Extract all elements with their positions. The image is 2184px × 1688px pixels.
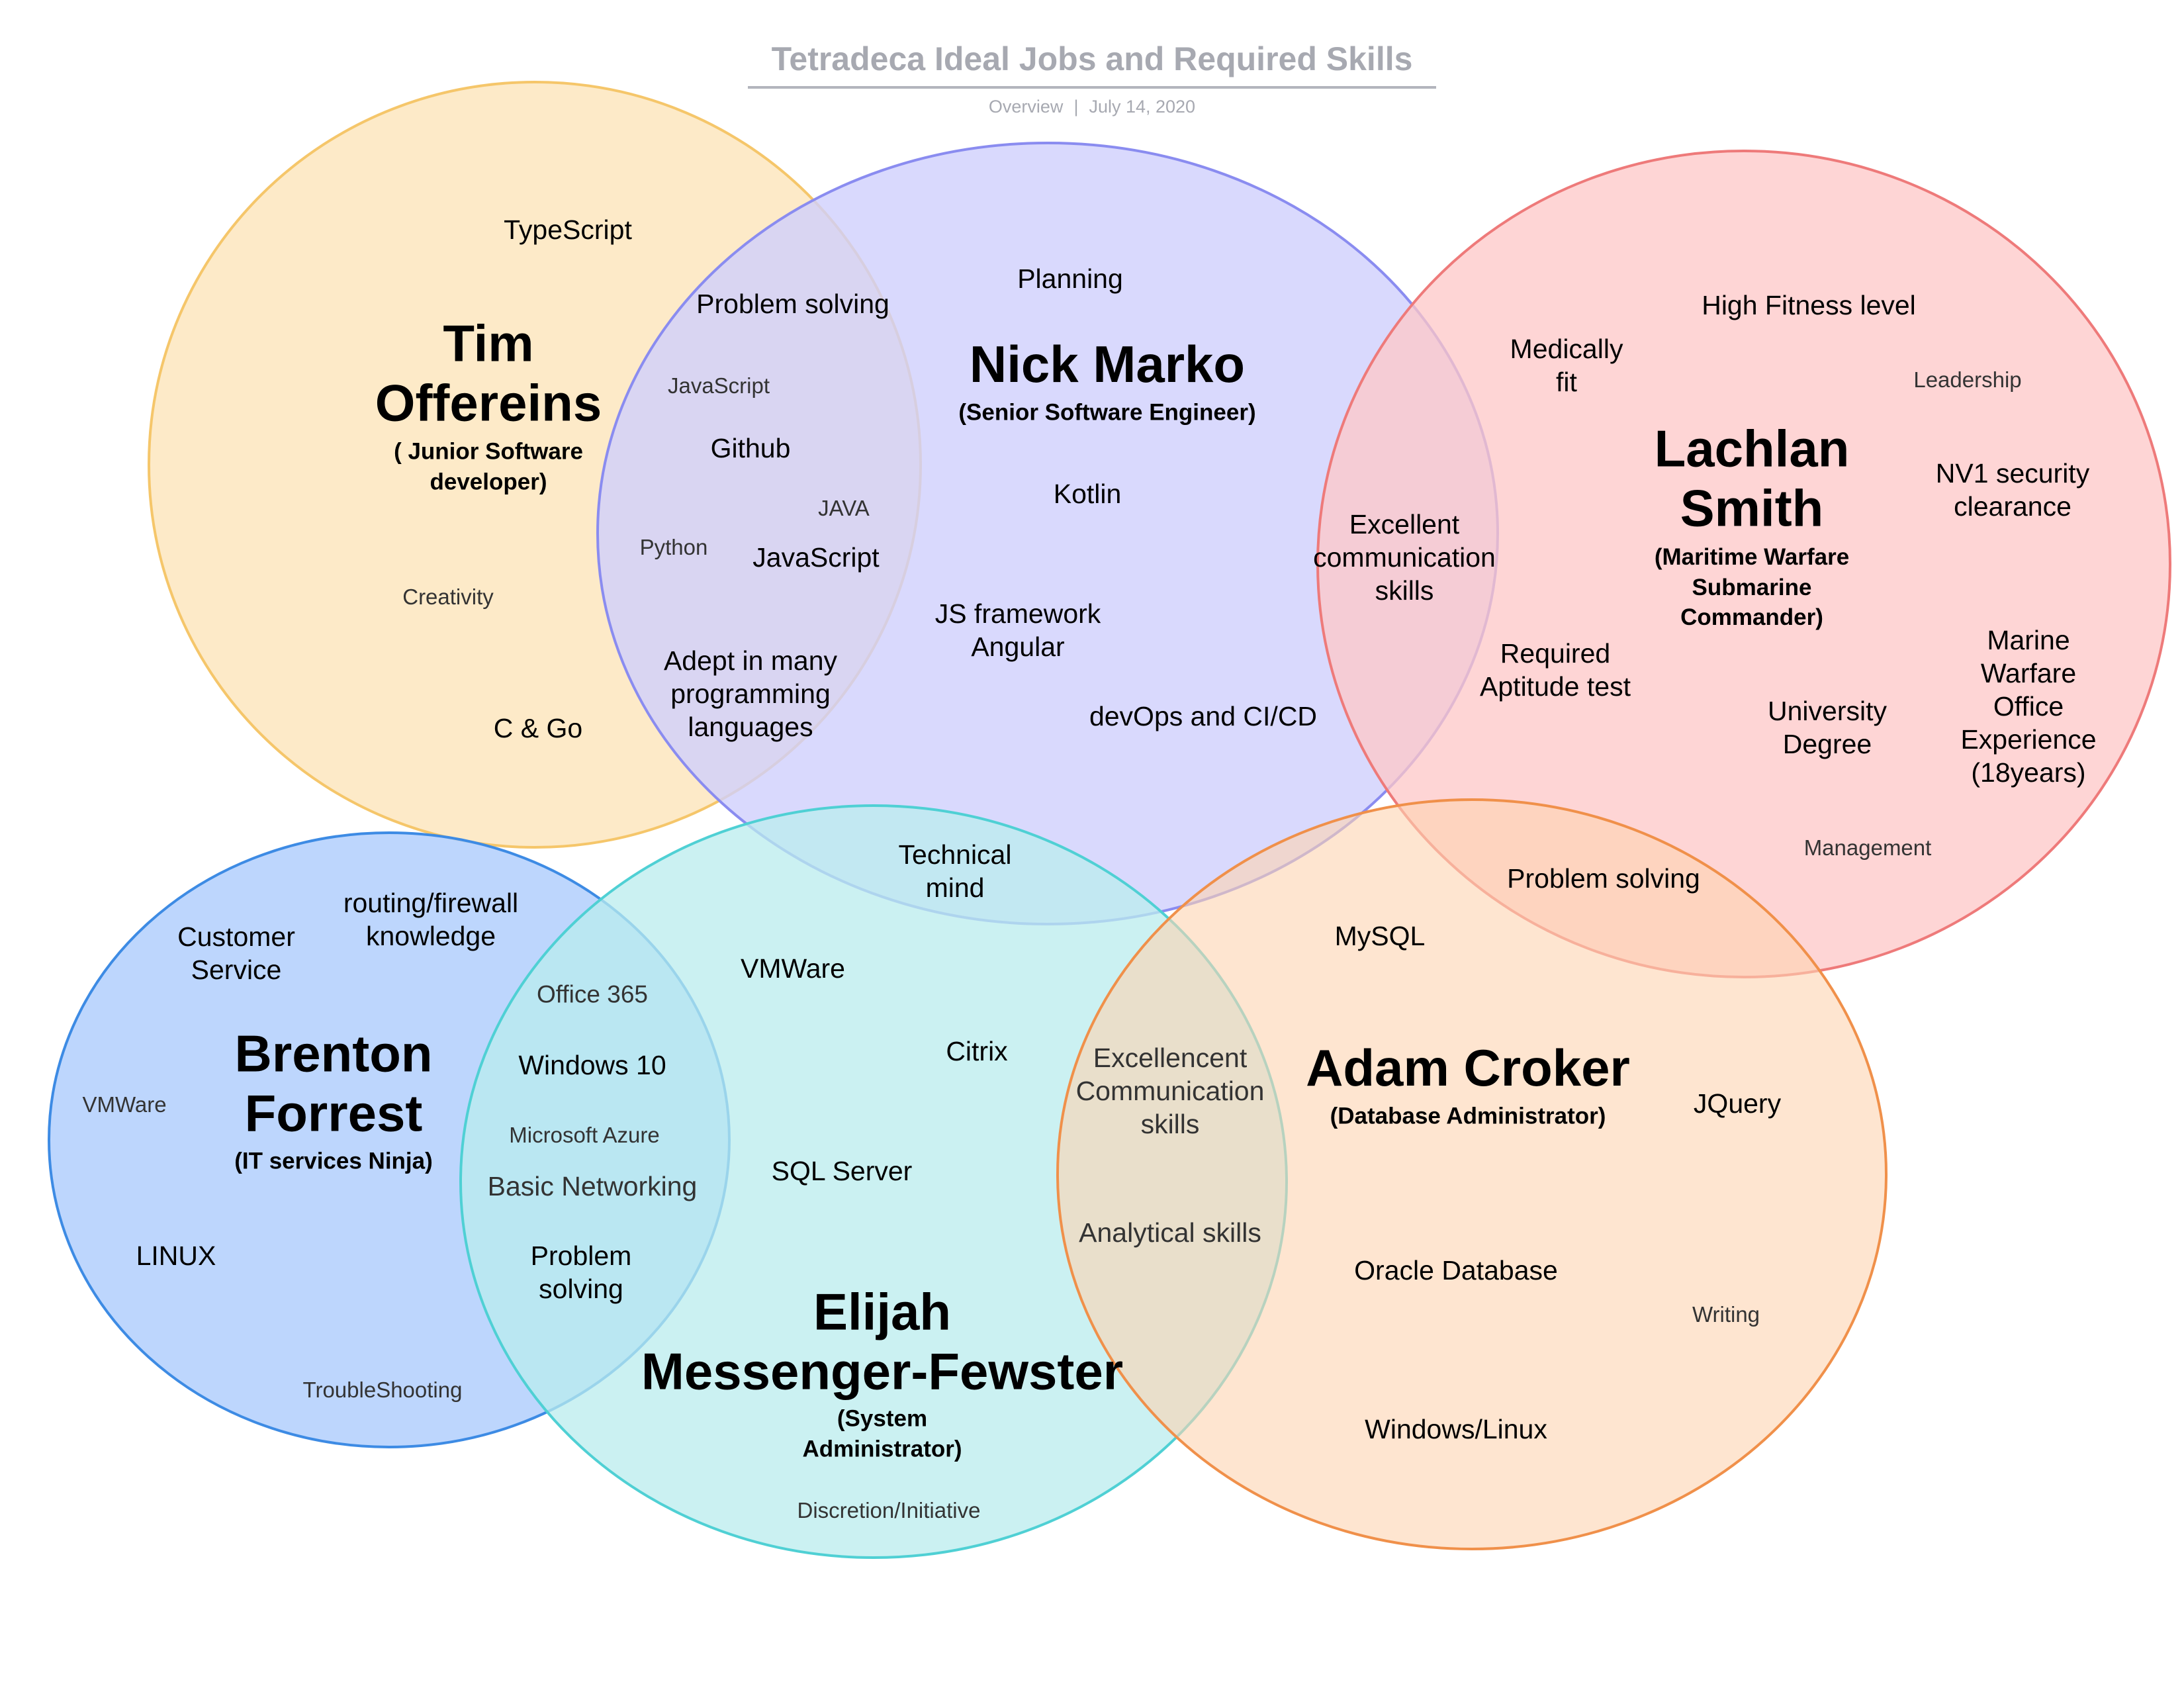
skill-windows-10: Windows 10 (518, 1049, 666, 1080)
skill-leadership: Leadership (1913, 367, 2022, 392)
skill-creativity: Creativity (402, 584, 494, 609)
person-name-adam: Adam Croker (1306, 1039, 1630, 1098)
person-role-adam: (Database Administrator) (1330, 1103, 1606, 1129)
skill-sql-server: SQL Server (771, 1155, 913, 1186)
person-name-brenton: Brenton Forrest (234, 1024, 433, 1142)
skill-citrix: Citrix (946, 1035, 1008, 1066)
person-role-elijah: (System Administrator) (802, 1405, 962, 1462)
skill-writing: Writing (1692, 1301, 1760, 1327)
skill-customer-service: Customer Service (177, 921, 295, 985)
skill-office-365: Office 365 (537, 980, 648, 1008)
skill-typescript: TypeScript (504, 214, 632, 245)
skill-troubleshooting: TroubleShooting (302, 1377, 463, 1402)
person-name-elijah: Elijah Messenger-Fewster (641, 1282, 1124, 1400)
skill-routing-firewall: routing/firewall knowledge (343, 887, 519, 951)
skill-aptitude-test: Required Aptitude test (1480, 637, 1631, 702)
person-role-brenton: (IT services Ninja) (234, 1148, 433, 1174)
skill-high-fitness: High Fitness level (1702, 289, 1916, 320)
skill-problem-solving-3: Problem solving (530, 1240, 632, 1304)
skill-windows-linux: Windows/Linux (1365, 1413, 1547, 1444)
skill-linux: LINUX (136, 1240, 216, 1271)
skill-discretion-initiative: Discretion/Initiative (797, 1497, 981, 1523)
person-name-tim: Tim Offereins (375, 314, 602, 432)
skill-js-framework-angular: JS framework Angular (934, 598, 1101, 662)
person-role-nick: (Senior Software Engineer) (958, 399, 1256, 426)
person-name-lachlan: Lachlan Smith (1654, 419, 1850, 537)
adam-circle (1056, 798, 1888, 1550)
diagram-title: Tetradeca Ideal Jobs and Required Skills (747, 40, 1437, 89)
skill-javascript-small: JavaScript (667, 373, 770, 398)
person-role-lachlan: (Maritime Warfare Submarine Commander) (1654, 543, 1850, 630)
skill-problem-solving: Problem solving (696, 288, 889, 319)
subtitle-overview: Overview (988, 97, 1064, 117)
skill-basic-networking: Basic Networking (487, 1170, 698, 1201)
skill-oracle-database: Oracle Database (1354, 1254, 1558, 1286)
skill-university-degree: University Degree (1768, 695, 1887, 759)
skill-jquery: JQuery (1693, 1088, 1782, 1119)
skill-excellencent-communication: Excellencent Communication skills (1075, 1042, 1265, 1140)
subtitle-date: July 14, 2020 (1089, 97, 1196, 117)
skill-problem-solving-2: Problem solving (1507, 863, 1700, 894)
skill-adept-languages: Adept in many programming languages (663, 645, 838, 743)
subtitle-separator: | (1073, 97, 1079, 117)
diagram-header: Tetradeca Ideal Jobs and Required Skills… (0, 40, 2184, 117)
person-role-tim: ( Junior Software developer) (394, 438, 583, 495)
skill-vmware-small: VMWare (82, 1092, 167, 1117)
skill-analytical: Analytical skills (1079, 1217, 1261, 1248)
skill-mysql: MySQL (1334, 920, 1426, 951)
skill-c-go: C & Go (493, 712, 583, 743)
skill-technical-mind: Technical mind (898, 839, 1012, 903)
person-name-nick: Nick Marko (969, 335, 1246, 394)
skill-kotlin: Kotlin (1053, 478, 1122, 509)
skill-github: Github (710, 432, 791, 463)
skill-planning: Planning (1017, 263, 1123, 294)
skill-marine-warfare-experience: Marine Warfare Office Experience (18year… (1960, 624, 2097, 788)
skill-devops-cicd: devOps and CI/CD (1089, 700, 1318, 731)
diagram-subtitle: Overview | July 14, 2020 (0, 97, 2184, 117)
skill-excellent-communication: Excellent communication skills (1313, 508, 1496, 606)
skill-python: Python (639, 534, 708, 559)
skill-nv1-clearance: NV1 security clearance (1935, 457, 2090, 522)
skill-medically-fit: Medically fit (1510, 333, 1623, 397)
skill-microsoft-azure: Microsoft Azure (509, 1122, 660, 1147)
skill-vmware: VMWare (741, 953, 845, 984)
skill-java: JAVA (818, 495, 870, 520)
skill-javascript: JavaScript (752, 541, 880, 573)
skill-management: Management (1803, 835, 1932, 860)
